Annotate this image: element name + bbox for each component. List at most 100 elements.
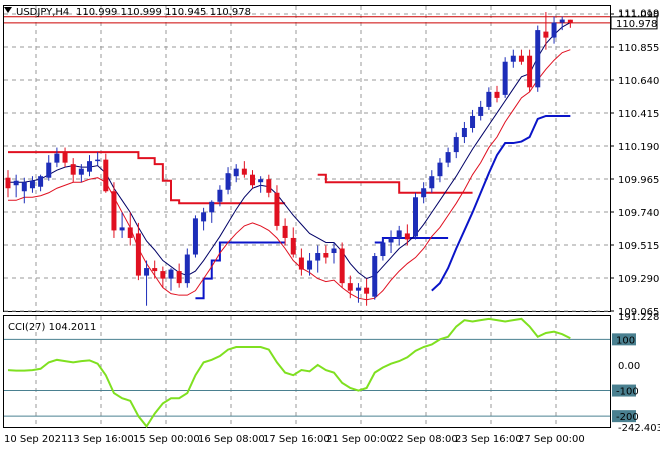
candle-body (567, 19, 573, 23)
candle-body (46, 162, 52, 178)
candle-body (486, 91, 492, 107)
cci-level-lines (4, 16, 610, 417)
candle-body (339, 248, 345, 284)
ohlc-readout: 110.999 110.999 110.945 110.978 (76, 7, 251, 18)
candle-body (225, 173, 231, 190)
blue-lower-band-line (431, 114, 571, 292)
symbol-label: USDJPY,H4 (16, 7, 69, 18)
cci-tick-label: 191.2285 (618, 312, 660, 323)
candle-body (510, 55, 516, 62)
candle-body (445, 152, 451, 163)
current-price-tag (610, 16, 658, 30)
price-tick-label: 109.515 (618, 241, 659, 252)
current-price-label: 110.978 (616, 19, 657, 30)
candle-body (551, 22, 557, 38)
price-tick-label: 110.415 (618, 109, 659, 120)
candle-body (421, 188, 427, 198)
x-tick-label: 15 Sep 00:00 (133, 434, 200, 445)
candle-body (192, 218, 198, 255)
candle-body (258, 179, 264, 183)
red-upper-band-line (317, 173, 473, 194)
candle-body (241, 168, 247, 175)
candle-body (103, 159, 109, 192)
candle-body (152, 268, 158, 272)
candle-body (184, 254, 190, 284)
cci-tick-label: -200 (616, 412, 639, 423)
candle-body (217, 189, 223, 202)
candle-body (453, 137, 459, 153)
candle-body (274, 192, 280, 226)
candle-body (559, 19, 565, 23)
x-tick-label: 27 Sep 00:00 (518, 434, 585, 445)
candle-body (144, 268, 150, 276)
candle-body (543, 31, 549, 38)
x-tick-label: 16 Sep 08:00 (198, 434, 265, 445)
candle-body (21, 182, 27, 192)
red-lower-band-line (8, 49, 571, 301)
candle-body (396, 230, 402, 238)
candle-body (127, 227, 133, 238)
candle-body (315, 253, 321, 261)
candle-body (266, 179, 272, 193)
candle-body (380, 242, 386, 257)
candle-body (29, 180, 35, 189)
high-price-label: 111.019 (618, 9, 659, 20)
candle-body (331, 248, 337, 254)
cci-series-line (7, 317, 571, 429)
indicator-lines (8, 22, 571, 301)
candle-body (478, 106, 484, 116)
cci-label: CCI(27) 104.2011 (8, 322, 96, 333)
cci-tick-label: 0.00 (618, 361, 640, 372)
candle-body (119, 227, 125, 231)
cci-level-tag (612, 333, 636, 346)
candle-body (111, 191, 117, 231)
cci-panel[interactable] (3, 315, 611, 428)
candle-body (347, 283, 353, 291)
candle-body (461, 128, 467, 138)
moving-average-line (8, 22, 571, 280)
candle-body (404, 233, 410, 240)
candle-body (160, 271, 166, 279)
candle-body (535, 30, 541, 88)
candle-body (282, 225, 288, 238)
red-upper-band-line (8, 151, 286, 205)
candle-body (307, 260, 313, 270)
candle-body (527, 55, 533, 88)
x-tick-label: 10 Sep 2021 (4, 434, 67, 445)
candle-body (364, 287, 370, 294)
cci-level-tag (612, 384, 636, 397)
cci-line (7, 317, 571, 429)
x-tick-label: 22 Sep 08:00 (391, 434, 458, 445)
candle-body (470, 115, 476, 128)
candle-body (323, 253, 329, 258)
candle-body (201, 212, 207, 222)
candle-body (372, 256, 378, 297)
candle-body (437, 162, 443, 177)
cci-tick-label: 100 (616, 335, 635, 346)
price-tick-label: 109.740 (618, 208, 659, 219)
price-tick-label: 110.640 (618, 76, 659, 87)
x-tick-label: 23 Sep 16:00 (455, 434, 522, 445)
candle-body (290, 237, 296, 255)
candle-body (413, 197, 418, 237)
cci-level-tag (612, 410, 636, 423)
x-tick-label: 17 Sep 16:00 (263, 434, 330, 445)
candle-body (13, 180, 19, 186)
price-panel[interactable] (3, 5, 611, 312)
candle-body (209, 201, 215, 213)
cci-tick-label: -100 (616, 387, 639, 398)
price-tick-label: 110.190 (618, 142, 659, 153)
candle-body (518, 55, 524, 62)
price-tick-label: 109.965 (618, 175, 659, 186)
candle-body (502, 61, 508, 95)
price-tick-label: 109.290 (618, 274, 659, 285)
candle-body (62, 152, 68, 163)
candle-body (388, 237, 394, 243)
candle-body (298, 257, 304, 270)
triangle-down-icon[interactable] (4, 7, 12, 13)
price-tick-label: 110.855 (618, 43, 659, 54)
